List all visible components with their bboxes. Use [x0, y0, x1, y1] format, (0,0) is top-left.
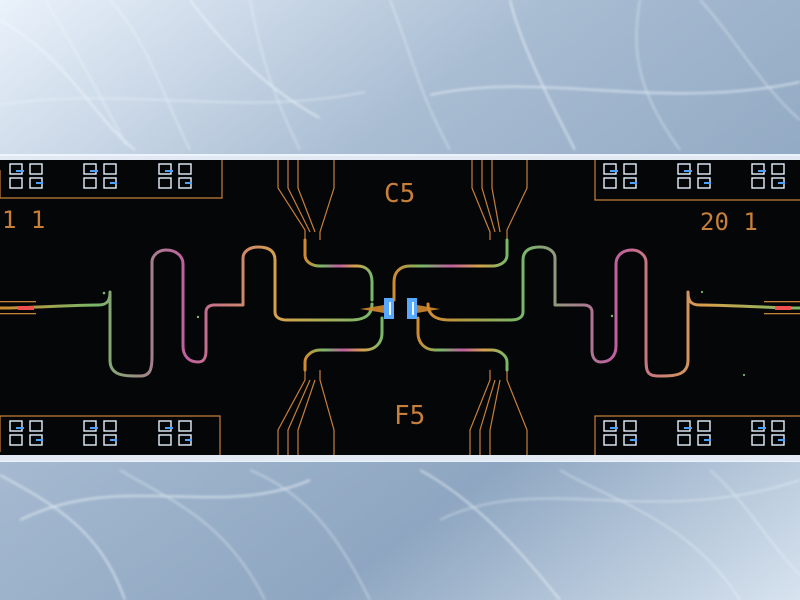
background-fiber [0, 91, 366, 106]
background-fiber [119, 469, 266, 600]
pad-square [684, 170, 692, 172]
background-fiber [19, 479, 311, 521]
pad-square [16, 170, 24, 172]
pad-square [16, 427, 24, 429]
pad-square [83, 177, 97, 189]
edge-couplers [0, 301, 800, 315]
background-fiber [44, 0, 127, 146]
pad-square [684, 427, 692, 429]
pad-square [29, 163, 43, 175]
pad-square [83, 420, 97, 432]
pad-square [771, 420, 785, 432]
pad-square [36, 182, 43, 184]
pad-square [630, 439, 637, 441]
background-fiber [439, 479, 800, 521]
chip-labels: C5 F5 1 1 20 1 [2, 179, 758, 431]
label-top-center: C5 [384, 179, 415, 209]
pad-square [677, 163, 691, 175]
pad-square [751, 177, 765, 189]
waveguide-top-right [392, 238, 509, 302]
pad-groups [9, 163, 785, 446]
alignment-markers [102, 290, 746, 377]
pad-square [751, 163, 765, 175]
pad-square [677, 177, 691, 189]
pad-square [623, 163, 637, 175]
pad-square [36, 439, 43, 441]
pad-square [758, 427, 766, 429]
background-fiber [419, 469, 561, 600]
pad-square [178, 163, 192, 175]
pad-square [623, 420, 637, 432]
pad-square [603, 163, 617, 175]
pad-square [9, 177, 23, 189]
background-fiber [189, 0, 321, 119]
pad-square [697, 420, 711, 432]
pad-square [778, 182, 785, 184]
pad-square [110, 182, 117, 184]
waveguide-right-main [426, 245, 800, 378]
pad-square [9, 434, 23, 446]
pad-square [158, 163, 172, 175]
chip-body [0, 154, 800, 462]
background-fiber [709, 469, 800, 576]
background-fiber [0, 474, 126, 600]
background-fiber [429, 81, 800, 96]
pad-square [83, 163, 97, 175]
pad-square [110, 439, 117, 441]
label-top-right: 20 1 [700, 208, 758, 236]
metal-traces [0, 160, 800, 455]
pad-square [603, 177, 617, 189]
pad-square [165, 427, 173, 429]
pad-square [778, 439, 785, 441]
pad-square [178, 420, 192, 432]
pad-square [9, 420, 23, 432]
pad-square [603, 434, 617, 446]
waveguide-network [0, 238, 800, 378]
pad-square [29, 420, 43, 432]
pad-square [90, 427, 98, 429]
pad-square [90, 170, 98, 172]
pad-square [9, 163, 23, 175]
pad-square [704, 439, 711, 441]
pad-square [704, 182, 711, 184]
label-top-left: 1 1 [2, 206, 45, 234]
pad-square [158, 420, 172, 432]
pad-square [158, 177, 172, 189]
background-fiber [699, 0, 800, 121]
central-coupler [360, 298, 440, 319]
background-fiber [635, 0, 681, 151]
waveguide-bottom-left [303, 316, 384, 372]
pad-square [103, 163, 117, 175]
label-bottom-center: F5 [394, 401, 425, 431]
background-fiber [109, 0, 191, 151]
pad-square [758, 170, 766, 172]
pad-square [697, 163, 711, 175]
background-fiber [249, 0, 301, 151]
pad-square [771, 163, 785, 175]
pad-square [603, 420, 617, 432]
pad-square [677, 420, 691, 432]
pad-square [677, 434, 691, 446]
pad-square [103, 420, 117, 432]
pad-square [185, 439, 192, 441]
pad-square [185, 182, 192, 184]
pad-square [630, 182, 637, 184]
pad-square [158, 434, 172, 446]
waveguide-left-main [0, 245, 374, 378]
background-fiber [0, 19, 136, 151]
background-fiber [389, 0, 451, 151]
pad-square [610, 170, 618, 172]
pad-square [83, 434, 97, 446]
pad-square [751, 434, 765, 446]
pad-square [610, 427, 618, 429]
background-fiber [559, 469, 741, 600]
waveguide-bottom-right [416, 316, 509, 372]
background-fiber [509, 0, 576, 151]
waveguide-top-left [303, 238, 374, 302]
pad-square [751, 420, 765, 432]
background-fiber [249, 469, 371, 600]
pad-square [165, 170, 173, 172]
